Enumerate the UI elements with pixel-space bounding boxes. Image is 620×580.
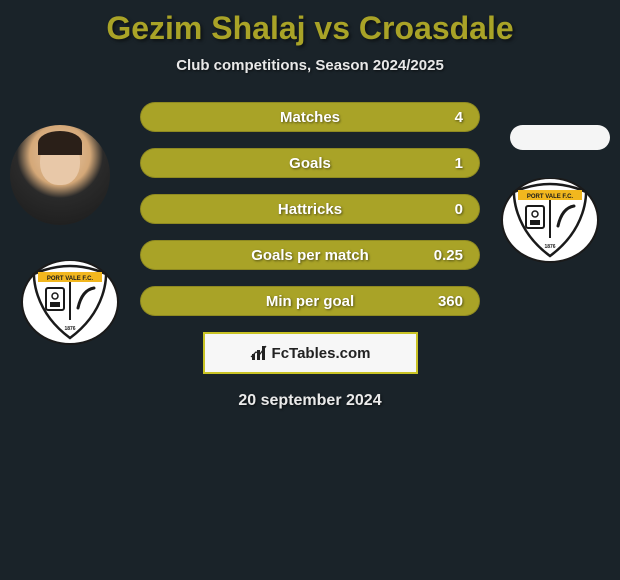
brand-box[interactable]: FcTables.com <box>203 332 418 374</box>
club-badge-left: PORT VALE F.C. 1876 <box>20 260 120 345</box>
svg-text:PORT VALE F.C.: PORT VALE F.C. <box>47 276 94 282</box>
subtitle: Club competitions, Season 2024/2025 <box>0 57 620 74</box>
stat-label: Hattricks <box>197 201 423 218</box>
club-badge-right: PORT VALE F.C. 1876 <box>500 178 600 263</box>
stat-label: Min per goal <box>197 293 423 310</box>
stat-right-value: 1 <box>423 155 463 172</box>
date-text: 20 september 2024 <box>0 392 620 410</box>
stat-row: Goals per match 0.25 <box>140 240 480 270</box>
stat-label: Matches <box>197 109 423 126</box>
chart-icon <box>250 344 268 362</box>
stat-row: Hattricks 0 <box>140 194 480 224</box>
stat-right-value: 0 <box>423 201 463 218</box>
player-avatar-left <box>10 125 110 225</box>
stats-list: Matches 4 Goals 1 Hattricks 0 Goals per … <box>140 102 480 316</box>
svg-text:PORT VALE F.C.: PORT VALE F.C. <box>527 194 574 200</box>
stat-right-value: 0.25 <box>423 247 463 264</box>
stat-row: Matches 4 <box>140 102 480 132</box>
stat-label: Goals per match <box>197 247 423 264</box>
stat-right-value: 4 <box>423 109 463 126</box>
player-avatar-right <box>510 125 610 150</box>
stat-row: Min per goal 360 <box>140 286 480 316</box>
brand-text: FcTables.com <box>272 345 371 362</box>
stat-row: Goals 1 <box>140 148 480 178</box>
stat-label: Goals <box>197 155 423 172</box>
svg-text:1876: 1876 <box>64 326 75 332</box>
svg-text:1876: 1876 <box>544 244 555 250</box>
stat-right-value: 360 <box>423 293 463 310</box>
page-title: Gezim Shalaj vs Croasdale <box>0 10 620 47</box>
